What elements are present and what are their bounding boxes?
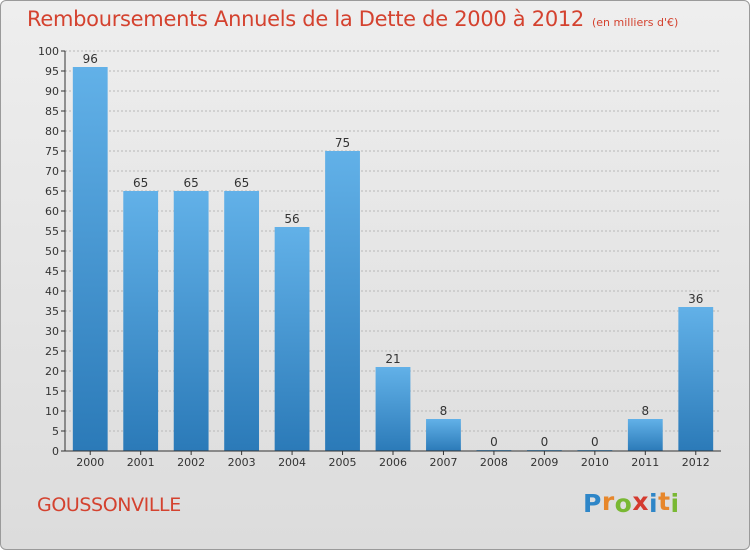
y-tick-label: 5 (52, 425, 59, 438)
x-tick-label: 2007 (429, 456, 457, 469)
x-tick-label: 2001 (127, 456, 155, 469)
commune-name: GOUSSONVILLE (37, 494, 181, 516)
bar-value-label: 0 (591, 435, 599, 449)
y-tick-label: 100 (38, 45, 59, 58)
labels: 0510152025303540455055606570758085909510… (38, 45, 710, 469)
y-tick-label: 90 (45, 85, 59, 98)
logo-letter: i (670, 489, 680, 518)
bars (72, 67, 714, 451)
y-tick-label: 10 (45, 405, 59, 418)
proxiti-logo: Proxiti (583, 487, 680, 518)
logo-letter: r (601, 487, 615, 516)
bar-value-label: 65 (184, 176, 199, 190)
bar-value-label: 75 (335, 136, 350, 150)
x-tick-label: 2009 (530, 456, 558, 469)
logo-letter: t (658, 487, 671, 516)
y-tick-label: 55 (45, 225, 59, 238)
bar-2001 (123, 191, 159, 451)
logo-letter: o (614, 489, 633, 518)
bar-value-label: 65 (234, 176, 249, 190)
logo-letter: x (632, 487, 649, 516)
y-tick-label: 95 (45, 65, 59, 78)
x-tick-label: 2002 (177, 456, 205, 469)
chart-unit-label: (en milliers d'€) (592, 16, 679, 29)
y-tick-label: 65 (45, 185, 59, 198)
y-tick-label: 20 (45, 365, 59, 378)
y-tick-label: 15 (45, 385, 59, 398)
y-tick-label: 70 (45, 165, 59, 178)
bar-2007 (426, 419, 461, 451)
y-tick-label: 85 (45, 105, 59, 118)
y-tick-label: 25 (45, 345, 59, 358)
bar-value-label: 56 (284, 212, 299, 226)
bar-2012 (678, 307, 714, 451)
bar-value-label: 65 (133, 176, 148, 190)
y-tick-label: 40 (45, 285, 59, 298)
logo-letter: i (649, 489, 659, 518)
bar-2000 (72, 67, 108, 451)
x-tick-label: 2003 (228, 456, 256, 469)
y-tick-label: 50 (45, 245, 59, 258)
bar-value-label: 96 (83, 52, 98, 66)
bar-2003 (224, 191, 260, 451)
x-tick-label: 2011 (631, 456, 659, 469)
y-tick-label: 75 (45, 145, 59, 158)
logo-letter: P (583, 489, 602, 518)
bar-2002 (173, 191, 209, 451)
y-tick-label: 0 (52, 445, 59, 458)
axes (61, 50, 721, 455)
x-tick-label: 2012 (682, 456, 710, 469)
chart-title-text: Remboursements Annuels de la Dette de 20… (27, 7, 584, 31)
bar-value-label: 21 (385, 352, 400, 366)
bar-2004 (274, 227, 310, 451)
x-tick-label: 2010 (581, 456, 609, 469)
bar-2005 (325, 151, 360, 451)
x-tick-label: 2004 (278, 456, 306, 469)
bar-value-label: 8 (641, 404, 649, 418)
y-tick-label: 45 (45, 265, 59, 278)
bar-2006 (375, 367, 411, 451)
chart-title: Remboursements Annuels de la Dette de 20… (27, 7, 678, 31)
x-tick-label: 2008 (480, 456, 508, 469)
y-tick-label: 35 (45, 305, 59, 318)
x-tick-label: 2005 (329, 456, 357, 469)
bar-value-label: 0 (490, 435, 498, 449)
bar-value-label: 8 (440, 404, 448, 418)
x-tick-label: 2000 (76, 456, 104, 469)
y-tick-label: 30 (45, 325, 59, 338)
y-tick-label: 60 (45, 205, 59, 218)
bar-value-label: 36 (688, 292, 703, 306)
bar-2011 (627, 419, 663, 451)
x-tick-label: 2006 (379, 456, 407, 469)
bar-value-label: 0 (541, 435, 549, 449)
y-tick-label: 80 (45, 125, 59, 138)
